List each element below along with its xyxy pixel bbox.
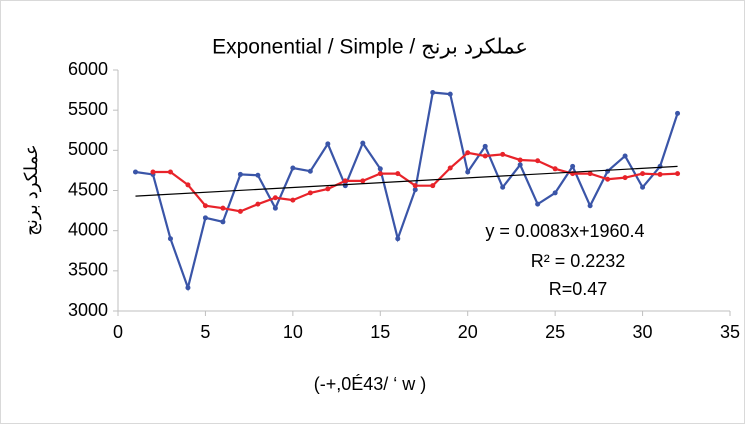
series-point bbox=[552, 166, 558, 172]
series-point bbox=[220, 205, 226, 211]
series-point bbox=[167, 169, 173, 175]
y-tick-label: 5000 bbox=[68, 139, 108, 159]
y-tick-label: 4000 bbox=[68, 219, 108, 239]
series-point bbox=[395, 171, 401, 177]
series-point bbox=[307, 168, 313, 174]
series-point bbox=[465, 169, 471, 175]
x-tick-label: 10 bbox=[283, 322, 303, 342]
series-point bbox=[272, 205, 278, 211]
series-point bbox=[255, 201, 261, 207]
series-point bbox=[185, 285, 191, 291]
series-point bbox=[447, 165, 453, 171]
series-point bbox=[605, 176, 611, 182]
series-point bbox=[237, 171, 243, 177]
y-tick-label: 4500 bbox=[68, 179, 108, 199]
series-point bbox=[640, 184, 646, 190]
series-point bbox=[202, 215, 208, 221]
series-point bbox=[360, 140, 366, 146]
series-point bbox=[167, 236, 173, 242]
series-point bbox=[150, 169, 156, 175]
series-point bbox=[587, 171, 593, 177]
series-point bbox=[500, 184, 506, 190]
y-tick-label: 3000 bbox=[68, 300, 108, 320]
series-point bbox=[202, 203, 208, 209]
series-point bbox=[535, 201, 541, 207]
series-point bbox=[517, 157, 523, 163]
trendline bbox=[135, 165, 678, 197]
annotation: R² = 0.2232 bbox=[531, 251, 626, 271]
series-point bbox=[377, 166, 383, 172]
series-point bbox=[430, 183, 436, 189]
series-point bbox=[447, 91, 453, 97]
series-point bbox=[237, 208, 243, 214]
series-point bbox=[640, 171, 646, 177]
series-point bbox=[132, 169, 138, 175]
series-point bbox=[255, 172, 261, 178]
series-point bbox=[185, 182, 191, 188]
chart-title: Exponential / Simple / عملکرد برنج bbox=[212, 36, 528, 60]
x-tick-label: 30 bbox=[633, 322, 653, 342]
series-point bbox=[570, 163, 576, 169]
series-line bbox=[135, 91, 679, 292]
series-point bbox=[517, 162, 523, 168]
series-point bbox=[360, 178, 366, 184]
series-point bbox=[482, 143, 488, 149]
series-point bbox=[290, 197, 296, 203]
y-axis-label: عملکرد برنج bbox=[21, 144, 42, 236]
series-point bbox=[622, 175, 628, 181]
series-point bbox=[482, 153, 488, 159]
annotation: R=0.47 bbox=[549, 279, 608, 299]
annotation: y = 0.0083x+1960.4 bbox=[485, 221, 644, 241]
x-tick-label: 35 bbox=[720, 322, 740, 342]
series-point bbox=[412, 183, 418, 189]
y-tick-label: 3500 bbox=[68, 260, 108, 280]
x-tick-label: 20 bbox=[458, 322, 478, 342]
series-point bbox=[220, 219, 226, 225]
series-point bbox=[657, 163, 663, 169]
series-point bbox=[377, 171, 383, 177]
series-point bbox=[307, 190, 313, 196]
series-point bbox=[465, 150, 471, 156]
series-point bbox=[587, 203, 593, 209]
x-tick-label: 15 bbox=[370, 322, 390, 342]
series-point bbox=[412, 187, 418, 193]
series-point bbox=[325, 141, 331, 147]
x-axis-label: (-+,0É43/ ‘ w ) bbox=[314, 374, 427, 394]
series-point bbox=[395, 236, 401, 242]
series-point bbox=[675, 110, 681, 116]
series-point bbox=[342, 178, 348, 184]
series-point bbox=[675, 171, 681, 177]
y-tick-label: 5500 bbox=[68, 99, 108, 119]
series-point bbox=[605, 168, 611, 174]
x-tick-label: 5 bbox=[200, 322, 210, 342]
series-point bbox=[290, 165, 296, 171]
series-point bbox=[535, 158, 541, 164]
series-point bbox=[500, 151, 506, 157]
y-tick-label: 6000 bbox=[68, 59, 108, 79]
series-point bbox=[552, 190, 558, 196]
series-point bbox=[657, 171, 663, 177]
series-point bbox=[325, 186, 331, 192]
series-point bbox=[272, 195, 278, 201]
x-tick-label: 25 bbox=[545, 322, 565, 342]
series-point bbox=[622, 153, 628, 159]
series-point bbox=[430, 89, 436, 95]
x-tick-label: 0 bbox=[113, 322, 123, 342]
